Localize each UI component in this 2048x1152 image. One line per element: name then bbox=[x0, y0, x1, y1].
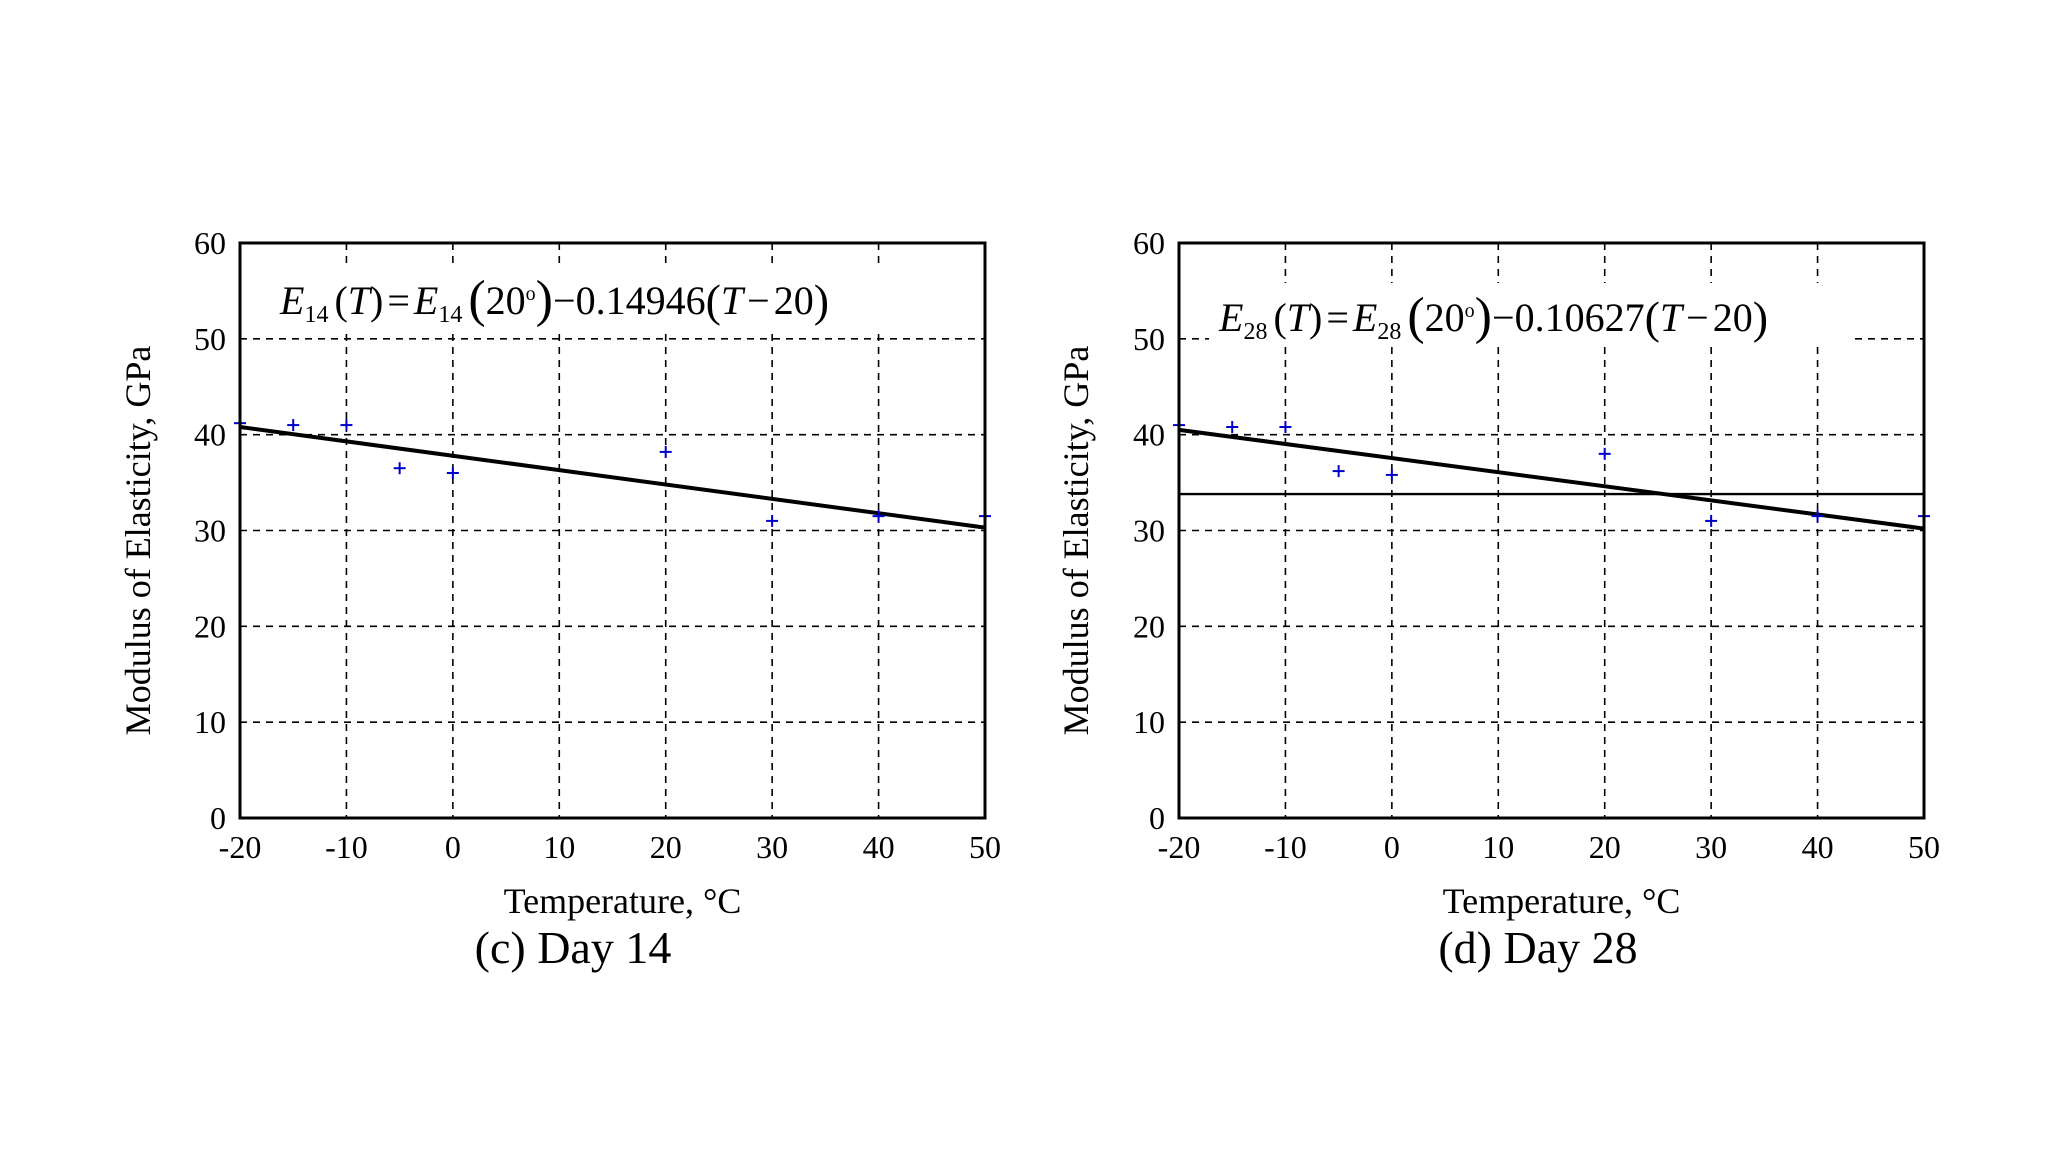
equation-part: ( bbox=[1407, 288, 1424, 345]
data-point bbox=[1226, 421, 1239, 433]
equation-part: T bbox=[1287, 295, 1312, 340]
x-tick-label: 40 bbox=[863, 829, 895, 865]
fit-line bbox=[239, 425, 986, 530]
y-tick-label: 60 bbox=[1133, 225, 1165, 261]
x-tick-label: 10 bbox=[1482, 829, 1514, 865]
equation-part: ) bbox=[1309, 295, 1322, 340]
equation-part: ( bbox=[334, 278, 347, 323]
y-tick-label: 0 bbox=[1149, 800, 1165, 836]
equation-part: ) bbox=[536, 271, 553, 328]
x-tick-label: -10 bbox=[1264, 829, 1307, 865]
panel-caption: (c) Day 14 bbox=[475, 922, 672, 973]
data-point bbox=[1279, 421, 1292, 433]
y-tick-label: 30 bbox=[194, 513, 226, 549]
data-point bbox=[1811, 510, 1824, 523]
equation-part: ) bbox=[1753, 292, 1768, 343]
x-tick-label: 50 bbox=[1908, 829, 1940, 865]
equation-part: 14 bbox=[438, 302, 462, 328]
chart-panel-1: -20 -10 0 10 20 30 40 50 0 10 20 30 40 50 60 Temperatur… bbox=[1056, 225, 1940, 973]
equation-part: = bbox=[1326, 295, 1349, 340]
x-tick-label: -10 bbox=[325, 829, 368, 865]
equation-part: 0.14946 bbox=[576, 278, 706, 323]
data-point bbox=[1705, 514, 1718, 527]
equation-part: ) bbox=[370, 278, 383, 323]
y-tick-label: 50 bbox=[194, 321, 226, 357]
y-tick-label: 50 bbox=[1133, 321, 1165, 357]
equation-part: 20 bbox=[486, 278, 526, 323]
y-tick-label: 30 bbox=[1133, 513, 1165, 549]
equation-part: ( bbox=[706, 275, 721, 326]
equation-backdrop bbox=[1209, 283, 1849, 347]
equation-part: T bbox=[1660, 295, 1685, 340]
x-tick-label: 50 bbox=[969, 829, 1001, 865]
x-tick-label: 0 bbox=[1384, 829, 1400, 865]
chart-panel-0: -20 -10 0 10 20 30 40 50 0 10 20 30 40 50 60 Temperatur… bbox=[118, 225, 1001, 973]
equation-part: E bbox=[279, 278, 304, 323]
y-axis-label: Modulus of Elasticity, GPa bbox=[118, 346, 158, 736]
y-tick-label: 0 bbox=[210, 800, 226, 836]
data-point bbox=[1332, 465, 1345, 478]
equation-part: − bbox=[1686, 295, 1709, 340]
data-point bbox=[659, 445, 672, 458]
equation-part: 20 bbox=[774, 278, 814, 323]
y-tick-label: 10 bbox=[1133, 704, 1165, 740]
data-point bbox=[1385, 468, 1398, 481]
equation-part: E bbox=[1352, 295, 1377, 340]
data-point bbox=[287, 419, 300, 432]
x-tick-label: 30 bbox=[1695, 829, 1727, 865]
equation-part: = bbox=[387, 278, 410, 323]
y-tick-label: 20 bbox=[1133, 608, 1165, 644]
equation-backdrop bbox=[270, 266, 910, 330]
data-point bbox=[446, 467, 459, 479]
x-tick-label: -20 bbox=[219, 829, 262, 865]
x-tick-label: 40 bbox=[1802, 829, 1834, 865]
data-point bbox=[1598, 447, 1611, 460]
y-tick-label: 40 bbox=[1133, 417, 1165, 453]
x-tick-label: 0 bbox=[445, 829, 461, 865]
y-tick-label: 20 bbox=[194, 608, 226, 644]
equation-part: T bbox=[348, 278, 373, 323]
equation-part: o bbox=[1465, 300, 1475, 322]
equation-text: E28 (T) = E28 (20o)−0.10627(T −20) bbox=[1218, 288, 1768, 345]
equation-text: E14 (T) = E14 (20o)−0.14946(T −20) bbox=[279, 271, 829, 328]
plot-frame bbox=[238, 241, 987, 820]
equation-part: ( bbox=[1645, 292, 1660, 343]
equation-part: o bbox=[526, 283, 536, 305]
x-axis-label: Temperature, °C bbox=[1443, 881, 1681, 921]
x-tick-label: 30 bbox=[756, 829, 788, 865]
equation-part: 28 bbox=[1243, 319, 1267, 345]
equation-part: ( bbox=[468, 271, 485, 328]
equation-part: 28 bbox=[1377, 319, 1401, 345]
equation-part: − bbox=[747, 278, 770, 323]
equation-part: ( bbox=[1273, 295, 1286, 340]
x-tick-label: 20 bbox=[1589, 829, 1621, 865]
y-tick-label: 60 bbox=[194, 225, 226, 261]
data-point bbox=[393, 462, 406, 475]
data-point bbox=[340, 419, 353, 432]
equation-part: 0.10627 bbox=[1515, 295, 1645, 340]
x-tick-label: -20 bbox=[1158, 829, 1201, 865]
y-tick-label: 10 bbox=[194, 704, 226, 740]
panel-caption: (d) Day 28 bbox=[1438, 922, 1637, 973]
x-tick-label: 10 bbox=[543, 829, 575, 865]
data-point bbox=[872, 510, 885, 523]
data-point bbox=[766, 514, 779, 527]
fit-line bbox=[1178, 427, 1925, 531]
equation-part: E bbox=[1218, 295, 1243, 340]
equation-part: E bbox=[413, 278, 438, 323]
x-tick-label: 20 bbox=[650, 829, 682, 865]
y-axis-label: Modulus of Elasticity, GPa bbox=[1056, 346, 1096, 736]
equation-part: T bbox=[721, 278, 746, 323]
equation-part: 20 bbox=[1713, 295, 1753, 340]
equation-part: 20 bbox=[1425, 295, 1465, 340]
equation-part: − bbox=[1492, 295, 1515, 340]
equation-part: − bbox=[553, 278, 576, 323]
x-axis-label: Temperature, °C bbox=[504, 881, 742, 921]
y-tick-label: 40 bbox=[194, 417, 226, 453]
plot-frame bbox=[1177, 241, 1926, 820]
equation-part: 14 bbox=[304, 302, 328, 328]
equation-part: ) bbox=[1475, 288, 1492, 345]
equation-part: ) bbox=[814, 275, 829, 326]
